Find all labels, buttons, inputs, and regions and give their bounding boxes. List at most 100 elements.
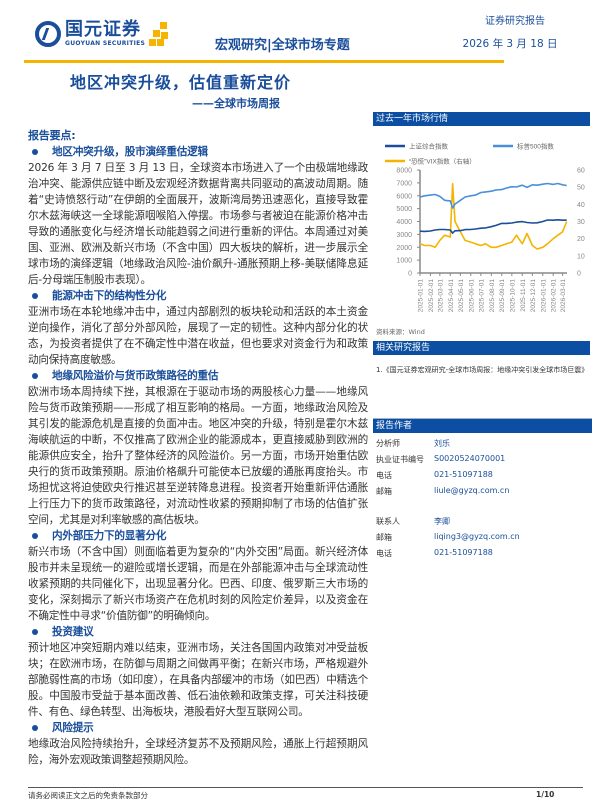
y-left-tick-label: 2000 bbox=[396, 245, 412, 252]
author-row: 分析师 刘乐 bbox=[376, 438, 450, 449]
page-title: 地区冲突升级，估值重新定价 bbox=[70, 73, 292, 92]
section-heading: 投资建议 bbox=[28, 624, 368, 640]
bullet-icon bbox=[32, 149, 38, 155]
section-body: 亚洲市场在本轮地缘冲击中，通过内部剧烈的板块轮动和活跃的本土资金逆向操作，消化了… bbox=[28, 306, 368, 366]
divider bbox=[373, 418, 592, 419]
series-line-vix bbox=[419, 182, 568, 250]
section-heading-text: 能源冲击下的结构性分化 bbox=[52, 290, 167, 302]
y-left-tick-label: 7000 bbox=[396, 180, 412, 187]
y-right-tick-label: 50 bbox=[577, 185, 585, 192]
section-body: 欧洲市场本周持续下挫，其根源在于驱动市场的两股核心力量——地缘风险与货币政策预期… bbox=[28, 386, 368, 526]
section-body: 2026 年 3 月 7 日至 3 月 13 日，全球资本市场进入了一个由极端地… bbox=[28, 162, 368, 286]
footer-divider bbox=[28, 787, 583, 788]
x-tick-label: 2025-07-01 bbox=[478, 279, 485, 313]
author-field-label: 邮箱 bbox=[376, 533, 392, 542]
x-tick-label: 2025-05-01 bbox=[458, 279, 465, 313]
x-tick-label: 2025-03-01 bbox=[437, 279, 444, 313]
y-left-tick-label: 6000 bbox=[396, 193, 412, 200]
author-field-label: 电话 bbox=[376, 549, 392, 558]
key-points: 报告要点: 地区冲突升级，股市演绎重估逻辑 2026 年 3 月 7 日至 3 月… bbox=[28, 128, 368, 768]
author-field-label: 联系人 bbox=[376, 517, 400, 526]
x-tick-label: 2025-06-01 bbox=[468, 279, 475, 313]
section-heading-text: 地缘风险溢价与货币政策路径的重估 bbox=[52, 370, 219, 382]
author-row: 邮箱 liule@gyzq.com.cn bbox=[376, 486, 509, 497]
author-row: 联系人 李卿 bbox=[376, 516, 450, 527]
legend-label: 标普500指数 bbox=[517, 142, 554, 151]
y-left-tick-label: 5000 bbox=[396, 206, 412, 213]
related-report-link[interactable]: 1.《国元证券宏观研究-全球市场周报：地缘冲突引发全球市场巨震》 bbox=[376, 366, 589, 374]
authors-title: 报告作者 bbox=[373, 419, 592, 433]
logo-squares-icon bbox=[149, 21, 169, 46]
author-row: 执业证书编号 S0020524070001 bbox=[376, 454, 505, 465]
logo-emblem-icon bbox=[35, 20, 61, 47]
bullet-icon bbox=[32, 373, 38, 379]
x-tick-label: 2026-03-01 bbox=[560, 279, 567, 313]
series-line-sp500 bbox=[419, 182, 567, 209]
x-tick-label: 2026-01-01 bbox=[540, 279, 547, 313]
author-field-label: 电话 bbox=[376, 471, 392, 480]
x-tick-label: 2025-12-01 bbox=[530, 279, 537, 313]
company-name-cn: 国元证券 bbox=[65, 19, 141, 40]
x-tick-label: 2025-11-01 bbox=[520, 279, 527, 312]
y-right-tick-label: 60 bbox=[577, 168, 585, 175]
y-left-tick-label: 0 bbox=[408, 271, 412, 278]
x-tick-label: 2025-10-01 bbox=[509, 279, 516, 313]
chart-panel-title: 过去一年市场行情 bbox=[373, 112, 590, 126]
y-right-tick-label: 30 bbox=[577, 219, 585, 226]
chart-source: 资料来源：Wind bbox=[376, 328, 425, 336]
section-body: 新兴市场（不含中国）则面临着更为复杂的“内外交困”局面。新兴经济体股市并未呈现统… bbox=[28, 546, 368, 622]
bullet-icon bbox=[32, 629, 38, 635]
bullet-icon bbox=[32, 293, 38, 299]
author-field-value: 李卿 bbox=[434, 517, 450, 526]
x-tick-label: 2025-04-01 bbox=[448, 279, 455, 313]
section-heading: 风险提示 bbox=[28, 720, 368, 736]
section-heading: 内外部压力下的显著分化 bbox=[28, 528, 368, 544]
author-field-value[interactable]: liqing3@gyzq.com.cn bbox=[434, 532, 520, 541]
author-field-label: 分析师 bbox=[376, 439, 400, 448]
y-right-tick-label: 20 bbox=[577, 236, 585, 243]
company-logo: 国元证券 GUOYUAN SECURITIES bbox=[35, 20, 169, 47]
report-date: 2026 年 3 月 18 日 bbox=[462, 38, 558, 50]
author-field-value: S0020524070001 bbox=[434, 454, 506, 463]
x-tick-label: 2026-02-01 bbox=[551, 279, 558, 313]
section-heading-text: 风险提示 bbox=[52, 722, 94, 734]
legend-label: “恐慌”VIX指数（右轴） bbox=[409, 157, 476, 166]
series-line-shcomp bbox=[419, 219, 567, 234]
section-body: 预计地区冲突短期内难以结束，亚洲市场，关注各国国内政策对冲受益板块；在欧洲市场，… bbox=[28, 642, 368, 718]
legend-label: 上证综合指数 bbox=[409, 142, 449, 151]
page-subtitle: ——全球市场周报 bbox=[192, 97, 280, 110]
section-heading: 地缘风险溢价与货币政策路径的重估 bbox=[28, 368, 368, 384]
company-name-en: GUOYUAN SECURITIES bbox=[65, 40, 146, 47]
author-row: 邮箱 liqing3@gyzq.com.cn bbox=[376, 532, 520, 543]
author-field-label: 执业证书编号 bbox=[376, 455, 424, 464]
y-right-tick-label: 10 bbox=[577, 253, 585, 260]
section-heading: 能源冲击下的结构性分化 bbox=[28, 288, 368, 304]
footer-disclaimer: 请务必阅读正文之后的免责条款部分 bbox=[28, 791, 148, 800]
author-field-label: 邮箱 bbox=[376, 487, 392, 496]
key-points-label: 报告要点: bbox=[28, 129, 76, 142]
y-left-tick-label: 4000 bbox=[396, 219, 412, 226]
author-field-value: 021-51097188 bbox=[434, 548, 493, 557]
y-right-tick-label: 0 bbox=[577, 271, 581, 278]
page-number: 1/10 bbox=[536, 790, 555, 799]
y-left-tick-label: 1000 bbox=[396, 258, 412, 265]
section-heading-text: 投资建议 bbox=[52, 626, 94, 638]
y-left-tick-label: 3000 bbox=[396, 232, 412, 239]
x-tick-label: 2025-01-01 bbox=[418, 279, 425, 313]
report-topic: 宏观研究|全球市场专题 bbox=[215, 38, 350, 53]
author-row: 电话 021-51097188 bbox=[376, 548, 493, 559]
section-heading: 地区冲突升级，股市演绎重估逻辑 bbox=[28, 144, 368, 160]
section-body: 地缘政治风险持续抬升，全球经济复苏不及预期风险，通胀上行超预期风险，海外宏观政策… bbox=[28, 738, 368, 766]
author-field-value[interactable]: liule@gyzq.com.cn bbox=[434, 486, 510, 495]
y-left-tick-label: 8000 bbox=[396, 168, 412, 175]
section-heading-text: 内外部压力下的显著分化 bbox=[52, 530, 167, 542]
related-reports-title: 相关研究报告 bbox=[373, 341, 590, 355]
report-type: 证券研究报告 bbox=[485, 16, 545, 27]
x-tick-label: 2025-02-01 bbox=[428, 279, 435, 313]
section-heading-text: 地区冲突升级，股市演绎重估逻辑 bbox=[52, 146, 208, 158]
x-tick-label: 2025-09-01 bbox=[499, 279, 506, 313]
bullet-icon bbox=[32, 533, 38, 539]
y-right-tick-label: 40 bbox=[577, 202, 585, 209]
author-row: 电话 021-51097188 bbox=[376, 470, 493, 481]
author-field-value: 021-51097188 bbox=[434, 470, 493, 479]
